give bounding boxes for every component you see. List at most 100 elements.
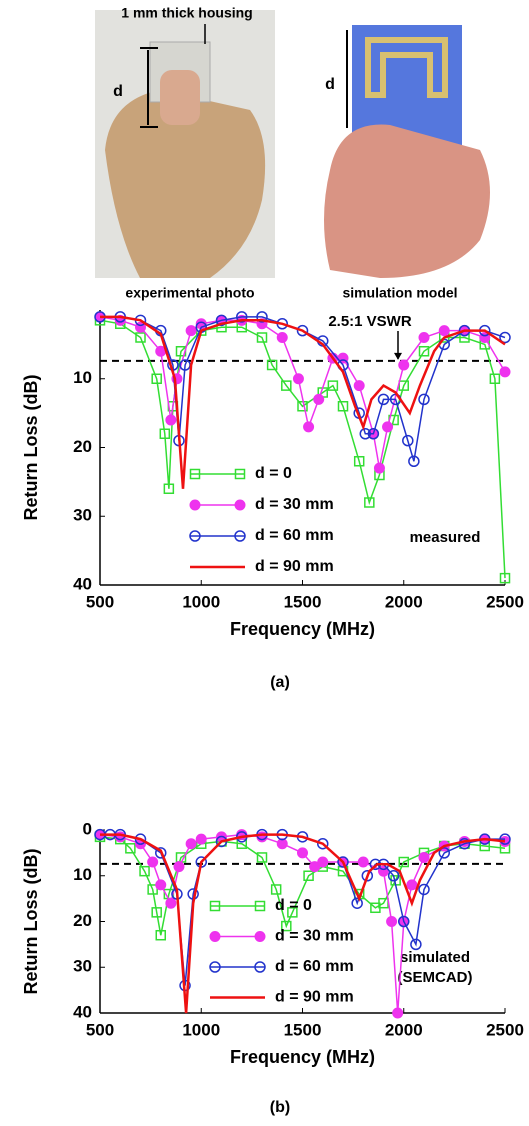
y-tick-label: 10 bbox=[73, 865, 92, 884]
data-point bbox=[270, 884, 282, 895]
photo-caption: experimental photo bbox=[125, 285, 254, 301]
data-point bbox=[297, 847, 308, 859]
data-point bbox=[155, 879, 167, 891]
legend-marker bbox=[254, 931, 266, 942]
data-point bbox=[303, 421, 315, 433]
data-point bbox=[438, 325, 450, 337]
data-point bbox=[173, 861, 185, 873]
data-point bbox=[276, 838, 288, 850]
data-point bbox=[337, 401, 349, 412]
legend-label: d = 30 mm bbox=[255, 496, 334, 513]
data-point bbox=[139, 865, 150, 877]
data-point bbox=[386, 916, 398, 927]
data-point bbox=[359, 428, 372, 440]
x-tick-label: 1000 bbox=[182, 592, 220, 611]
y-axis-label: Return Loss (dB) bbox=[21, 848, 41, 994]
x-tick-label: 1500 bbox=[284, 592, 322, 611]
data-point bbox=[398, 359, 410, 371]
data-point bbox=[256, 311, 268, 323]
data-point bbox=[185, 325, 197, 337]
y-tick-label: 40 bbox=[73, 574, 92, 593]
data-point bbox=[406, 879, 418, 891]
data-point bbox=[125, 843, 136, 854]
reference-label: 2.5:1 VSWR bbox=[328, 313, 412, 330]
annotation: measured bbox=[410, 529, 481, 546]
data-point bbox=[155, 929, 166, 941]
data-point bbox=[327, 380, 339, 391]
data-point bbox=[387, 870, 400, 882]
legend-label: d = 90 mm bbox=[275, 989, 354, 1006]
legend-marker bbox=[189, 468, 201, 480]
data-point bbox=[185, 838, 197, 850]
data-point bbox=[418, 393, 430, 406]
x-tick-label: 500 bbox=[86, 1020, 114, 1039]
data-point bbox=[309, 861, 321, 873]
data-point bbox=[418, 851, 430, 863]
data-point bbox=[147, 856, 159, 868]
data-point bbox=[147, 884, 158, 895]
data-point bbox=[317, 856, 329, 868]
data-point bbox=[281, 920, 292, 932]
series-line bbox=[100, 833, 506, 1014]
model-hand bbox=[324, 124, 490, 278]
data-point bbox=[281, 380, 292, 391]
legend-marker bbox=[234, 499, 246, 511]
legend-label: d = 30 mm bbox=[275, 928, 354, 945]
legend-marker bbox=[234, 468, 246, 480]
data-point bbox=[151, 907, 162, 918]
photo-label: d bbox=[113, 83, 123, 100]
data-point bbox=[499, 572, 511, 584]
data-point bbox=[361, 870, 374, 882]
data-point bbox=[195, 833, 207, 845]
data-point bbox=[353, 380, 365, 392]
series-line bbox=[100, 315, 506, 489]
y-tick-label: 20 bbox=[73, 437, 92, 456]
y-tick-label: 30 bbox=[73, 506, 92, 525]
reference-arrow-head bbox=[394, 352, 402, 360]
data-point bbox=[266, 359, 278, 371]
x-tick-label: 2500 bbox=[486, 592, 524, 611]
data-point bbox=[337, 856, 349, 868]
series-line bbox=[99, 836, 506, 936]
y-tick-label: 20 bbox=[73, 911, 92, 930]
y-tick-label: 40 bbox=[73, 1002, 92, 1021]
data-point bbox=[364, 497, 375, 508]
hand bbox=[105, 90, 266, 278]
caption: (a) bbox=[270, 674, 290, 691]
data-point bbox=[256, 332, 268, 343]
x-tick-label: 2000 bbox=[385, 1020, 423, 1039]
legend-label: d = 0 bbox=[275, 897, 312, 914]
x-tick-label: 1000 bbox=[182, 1020, 220, 1039]
data-point bbox=[398, 380, 409, 391]
data-point bbox=[438, 847, 450, 859]
data-point bbox=[499, 331, 511, 344]
legend-marker bbox=[234, 530, 246, 542]
data-point bbox=[408, 455, 420, 467]
data-point bbox=[151, 373, 162, 384]
x-tick-label: 1500 bbox=[284, 1020, 322, 1039]
data-point bbox=[296, 324, 309, 337]
finger bbox=[160, 70, 200, 125]
annotation: simulated bbox=[400, 949, 470, 966]
data-point bbox=[410, 938, 422, 951]
data-point bbox=[287, 907, 298, 918]
data-point bbox=[402, 434, 414, 447]
data-point bbox=[351, 897, 363, 909]
data-point bbox=[165, 414, 177, 426]
data-point bbox=[215, 314, 228, 327]
antenna-pattern bbox=[365, 37, 448, 98]
x-tick-label: 2000 bbox=[385, 592, 423, 611]
data-point bbox=[292, 373, 304, 385]
x-axis-label: Frequency (MHz) bbox=[230, 619, 375, 639]
data-point bbox=[297, 401, 308, 412]
legend-label: d = 0 bbox=[255, 465, 292, 482]
annotation: (SEMCAD) bbox=[398, 969, 473, 986]
x-tick-label: 500 bbox=[86, 592, 114, 611]
data-point bbox=[165, 897, 177, 909]
data-point bbox=[392, 1007, 404, 1019]
data-point bbox=[135, 332, 146, 343]
legend-marker bbox=[254, 900, 266, 912]
series-line bbox=[99, 833, 506, 1014]
data-point bbox=[418, 346, 430, 357]
